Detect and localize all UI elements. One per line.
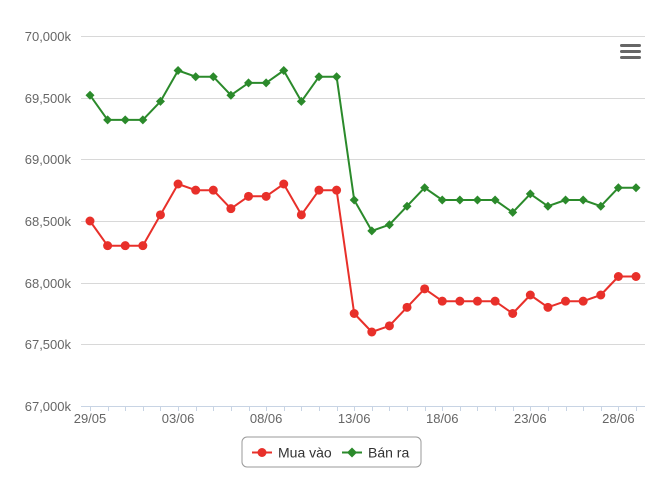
data-point[interactable] [208, 185, 218, 195]
data-point[interactable] [402, 302, 412, 312]
series-line [89, 183, 636, 333]
y-tick-label: 68,500k [25, 214, 72, 229]
data-point[interactable] [155, 96, 165, 106]
x-tick-label: 08/06 [250, 411, 283, 426]
y-tick-label: 69,000k [25, 152, 72, 167]
data-point[interactable] [226, 204, 236, 214]
data-point[interactable] [173, 179, 183, 189]
data-point[interactable] [155, 210, 165, 220]
x-tick-label: 28/06 [602, 411, 635, 426]
legend-frame [241, 436, 422, 468]
data-point[interactable] [631, 183, 641, 193]
data-point[interactable] [384, 220, 394, 230]
data-point[interactable] [349, 195, 359, 205]
data-point[interactable] [85, 216, 95, 226]
data-point[interactable] [138, 115, 148, 125]
data-point[interactable] [472, 195, 482, 205]
data-point[interactable] [332, 72, 342, 82]
grid-lines [81, 36, 645, 345]
data-point[interactable] [85, 90, 95, 100]
data-point[interactable] [508, 309, 518, 318]
data-point[interactable] [279, 179, 289, 189]
data-point[interactable] [120, 115, 130, 125]
data-point[interactable] [296, 96, 306, 106]
legend-label-mua-vao: Mua vào [278, 445, 332, 461]
data-point[interactable] [314, 72, 324, 82]
data-point[interactable] [402, 201, 412, 211]
series-line [89, 69, 636, 232]
y-tick-label: 67,500k [25, 337, 72, 352]
legend: Mua vào Bán ra [241, 436, 422, 468]
data-point[interactable] [173, 66, 183, 76]
data-point[interactable] [490, 195, 500, 205]
data-point[interactable] [332, 185, 342, 195]
data-point[interactable] [384, 321, 394, 331]
x-tick-label: 13/06 [338, 411, 371, 426]
data-point[interactable] [349, 309, 359, 318]
data-point[interactable] [279, 66, 289, 76]
data-point[interactable] [508, 207, 518, 217]
data-point[interactable] [367, 327, 377, 337]
data-point[interactable] [103, 241, 113, 251]
data-point[interactable] [314, 185, 324, 195]
data-point[interactable] [543, 201, 553, 211]
data-point[interactable] [455, 296, 465, 306]
data-point[interactable] [472, 296, 482, 306]
y-axis: 67,000k 67,500k 68,000k 68,500k 69,000k 69,50… [25, 29, 72, 414]
legend-item-ban-ra[interactable]: Bán ra [342, 445, 409, 461]
data-point[interactable] [543, 302, 553, 312]
data-point[interactable] [420, 183, 430, 193]
series-ban-ra [85, 66, 641, 236]
data-point[interactable] [244, 191, 254, 201]
legend-marker-diamond [347, 447, 357, 458]
y-tick-label: 69,500k [25, 91, 72, 106]
y-tick-label: 70,000k [25, 29, 72, 44]
legend-item-mua-vao[interactable]: Mua vào [252, 445, 332, 461]
data-point[interactable] [525, 189, 535, 199]
data-point[interactable] [103, 115, 113, 125]
data-point[interactable] [561, 296, 571, 306]
y-tick-label: 67,000k [25, 399, 72, 414]
x-tick-label: 23/06 [514, 411, 547, 426]
data-point[interactable] [191, 185, 201, 195]
x-axis: 29/05 03/06 08/06 13/06 18/06 23/06 28/06 [74, 406, 645, 426]
data-point[interactable] [578, 195, 588, 205]
legend-label-ban-ra: Bán ra [368, 445, 409, 461]
data-point[interactable] [120, 241, 130, 251]
data-point[interactable] [613, 183, 623, 193]
data-point[interactable] [490, 296, 500, 306]
data-point[interactable] [208, 72, 218, 82]
data-point[interactable] [631, 272, 641, 281]
data-point[interactable] [437, 195, 447, 205]
data-point[interactable] [613, 272, 623, 281]
data-point[interactable] [437, 296, 447, 306]
series-layer [85, 66, 641, 337]
data-point[interactable] [226, 90, 236, 100]
data-point[interactable] [138, 241, 148, 251]
hamburger-menu-icon[interactable] [616, 40, 644, 64]
data-point[interactable] [261, 78, 271, 88]
legend-marker-circle [257, 448, 267, 457]
data-point[interactable] [596, 201, 606, 211]
data-point[interactable] [191, 72, 201, 82]
series-mua-vao [85, 179, 641, 337]
data-point[interactable] [455, 195, 465, 205]
data-point[interactable] [578, 296, 588, 306]
data-point[interactable] [296, 210, 306, 220]
x-tick-label: 29/05 [74, 411, 107, 426]
data-point[interactable] [596, 290, 606, 300]
data-point[interactable] [244, 78, 254, 88]
data-point[interactable] [420, 284, 430, 294]
data-point[interactable] [561, 195, 571, 205]
x-tick-label: 03/06 [162, 411, 195, 426]
data-point[interactable] [525, 290, 535, 300]
x-tick-label: 18/06 [426, 411, 459, 426]
data-point[interactable] [261, 191, 271, 201]
y-tick-label: 68,000k [25, 276, 72, 291]
data-point[interactable] [367, 226, 377, 236]
